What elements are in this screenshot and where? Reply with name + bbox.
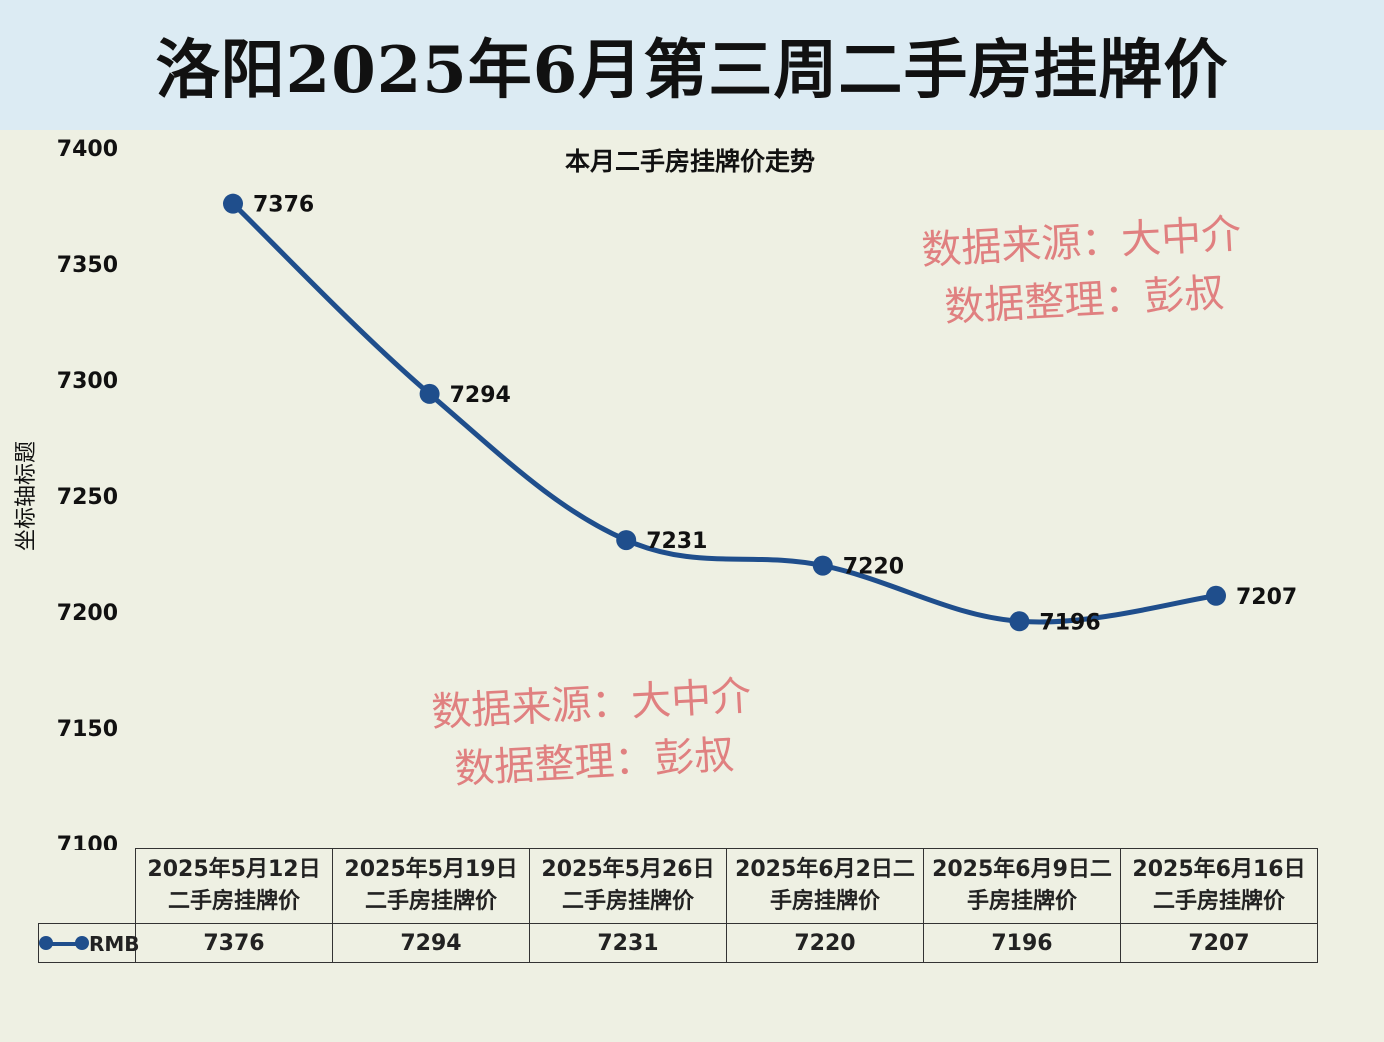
- category-label-line: 2025年6月9日二: [932, 857, 1112, 882]
- data-point: [1206, 585, 1226, 606]
- watermark-center: 数据来源：大中介 数据整理：彭叔: [430, 667, 756, 800]
- y-tick-label: 7400: [57, 137, 118, 162]
- y-axis-ticks: 7100 7150 7200 7250 7300 7350 7400: [57, 137, 118, 850]
- y-tick-label: 7350: [57, 253, 118, 278]
- y-tick-label: 7100: [57, 833, 118, 850]
- data-labels: 7376 7294 7231 7220 7196 7207: [253, 193, 1297, 636]
- table-corner: [39, 849, 136, 924]
- table-category-cell: 2025年5月12日 二手房挂牌价: [135, 848, 333, 924]
- category-label-line: 2025年5月26日: [541, 857, 715, 882]
- category-label-line: 二手房挂牌价: [1152, 889, 1285, 914]
- watermark-top-right: 数据来源：大中介 数据整理：彭叔: [920, 205, 1246, 338]
- category-label-line: 二手房挂牌价: [364, 889, 497, 914]
- data-label: 7207: [1236, 585, 1297, 610]
- data-point: [223, 193, 243, 214]
- table-value-cell: 7196: [923, 923, 1121, 963]
- y-axis-title: 坐标轴标题: [14, 441, 39, 551]
- data-point: [419, 383, 440, 404]
- table-value-cell: 7376: [135, 923, 333, 963]
- legend-cell: RMB: [38, 923, 140, 963]
- data-label: 7220: [843, 555, 904, 580]
- title-banner: 洛阳2025年6月第三周二手房挂牌价: [0, 0, 1384, 130]
- category-label-line: 手房挂牌价: [966, 889, 1077, 914]
- legend-marker: [39, 936, 53, 950]
- data-label: 7196: [1039, 610, 1100, 635]
- category-label-line: 手房挂牌价: [769, 889, 880, 914]
- line-chart: 本月二手房挂牌价走势 坐标轴标题 7100 7150 7200 7250 7300 735…: [14, 137, 1297, 850]
- y-tick-label: 7150: [57, 717, 118, 742]
- data-table: 2025年5月12日 二手房挂牌价 2025年5月19日 二手房挂牌价 2025年5月2…: [38, 848, 1318, 963]
- y-tick-label: 7250: [57, 485, 118, 510]
- data-label: 7294: [450, 383, 511, 408]
- data-label: 7231: [646, 529, 707, 554]
- y-tick-label: 7200: [57, 601, 118, 626]
- table-value-cell: 7231: [529, 923, 727, 963]
- table-value-cell: 7207: [1120, 923, 1318, 963]
- category-label-line: 二手房挂牌价: [561, 889, 694, 914]
- chart-title: 本月二手房挂牌价走势: [565, 147, 815, 176]
- data-point: [616, 530, 637, 551]
- legend-line-swatch: [45, 942, 83, 946]
- category-label-line: 2025年6月16日: [1132, 857, 1306, 882]
- legend-marker: [75, 936, 89, 950]
- data-point: [812, 555, 833, 576]
- y-tick-label: 7300: [57, 369, 118, 394]
- table-header-row: 2025年5月12日 二手房挂牌价 2025年5月19日 二手房挂牌价 2025年5月2…: [39, 848, 1318, 924]
- table-category-cell: 2025年5月26日 二手房挂牌价: [529, 848, 727, 924]
- table-value-row: RMB 7376 7294 7231 7220 7196 7207: [38, 923, 1318, 963]
- category-label-line: 2025年5月12日: [147, 857, 321, 882]
- category-label-line: 2025年5月19日: [344, 857, 518, 882]
- series-line-rmb: [230, 201, 1219, 625]
- data-label: 7376: [253, 193, 314, 218]
- table-category-cell: 2025年6月9日二 手房挂牌价: [923, 848, 1121, 924]
- table-value-cell: 7220: [726, 923, 924, 963]
- page-title: 洛阳2025年6月第三周二手房挂牌价: [155, 33, 1229, 108]
- table-value-cell: 7294: [332, 923, 530, 963]
- data-points: [223, 193, 1226, 632]
- table-category-cell: 2025年5月19日 二手房挂牌价: [332, 848, 530, 924]
- category-label-line: 二手房挂牌价: [167, 889, 300, 914]
- category-label-line: 2025年6月2日二: [735, 857, 915, 882]
- table-category-cell: 2025年6月16日 二手房挂牌价: [1120, 848, 1318, 924]
- table-category-cell: 2025年6月2日二 手房挂牌价: [726, 848, 924, 924]
- data-point: [1009, 611, 1030, 632]
- legend-label: RMB: [89, 932, 140, 956]
